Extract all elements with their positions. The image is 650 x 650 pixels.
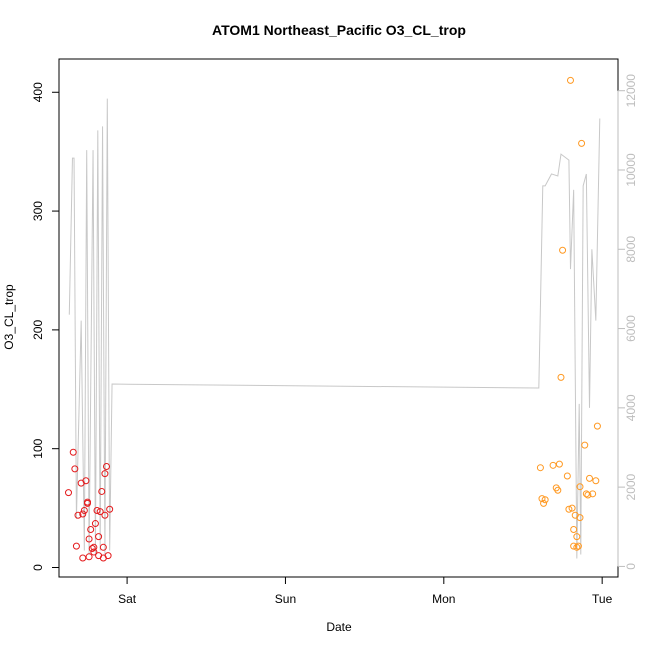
y-tick-label: 100	[31, 438, 45, 458]
data-point	[98, 487, 106, 495]
y-tick-label: 400	[31, 82, 45, 102]
y2-tick-label: 0	[624, 563, 638, 570]
data-point	[589, 490, 597, 498]
data-point	[578, 139, 586, 147]
data-point	[570, 542, 578, 550]
x-axis: Sat Sun Mon Tue	[118, 576, 613, 606]
data-point	[573, 533, 581, 541]
y-tick-label: 300	[31, 201, 45, 221]
data-point	[576, 483, 584, 491]
data-point	[541, 496, 549, 504]
secondary-series-line	[68, 98, 601, 559]
data-point	[573, 543, 581, 551]
data-point	[91, 520, 99, 528]
data-point	[71, 465, 79, 473]
data-point	[65, 489, 72, 497]
data-point	[549, 461, 557, 469]
data-point	[69, 448, 77, 456]
data-point	[82, 477, 90, 485]
data-point	[593, 422, 601, 430]
data-point	[586, 474, 593, 482]
data-point	[95, 533, 103, 541]
data-point	[576, 514, 584, 522]
data-point	[74, 511, 82, 519]
data-point	[101, 470, 109, 478]
data-point	[88, 544, 96, 552]
plot-frame	[58, 58, 619, 578]
chart-title: ATOM1 Northeast_Pacific O3_CL_trop	[212, 22, 466, 38]
y-tick-label: 0	[31, 564, 45, 571]
data-point	[570, 525, 578, 533]
data-point	[84, 498, 91, 506]
data-point	[93, 506, 101, 514]
y2-tick-label: 8000	[624, 236, 638, 263]
data-point	[584, 491, 592, 499]
x-tick-label: Mon	[432, 592, 455, 606]
secondary-line	[68, 98, 601, 559]
data-point	[581, 441, 589, 449]
data-point	[90, 548, 98, 556]
y-axis-label: O3_CL_trop	[2, 284, 16, 350]
data-point	[85, 535, 93, 543]
data-point	[72, 542, 80, 550]
data-point	[103, 463, 111, 471]
data-point	[568, 504, 576, 512]
data-point	[563, 472, 571, 480]
x-tick-label: Sat	[118, 592, 137, 606]
data-point	[96, 508, 104, 516]
x-tick-label: Tue	[592, 592, 613, 606]
data-point	[80, 506, 88, 514]
data-point	[557, 373, 565, 381]
data-points	[65, 76, 601, 562]
data-point	[90, 543, 98, 551]
data-point	[538, 495, 546, 503]
data-point	[104, 552, 112, 560]
data-point	[555, 460, 563, 468]
data-point	[554, 486, 562, 494]
y-tick-label: 200	[31, 320, 45, 340]
data-point	[536, 464, 544, 472]
data-point	[106, 505, 114, 513]
data-point	[101, 511, 109, 519]
plot-area	[58, 58, 619, 578]
y2-tick-label: 12000	[624, 74, 638, 108]
x-tick-label: Sun	[275, 592, 296, 606]
y2-tick-label: 4000	[624, 394, 638, 421]
data-point	[79, 554, 87, 562]
data-point	[566, 76, 574, 84]
y2-tick-label: 2000	[624, 473, 638, 500]
x-axis-label: Date	[326, 620, 352, 634]
y2-tick-label: 6000	[624, 315, 638, 342]
data-point	[85, 553, 93, 561]
y2-tick-label: 10000	[624, 153, 638, 187]
data-point	[79, 510, 87, 518]
data-point	[87, 525, 95, 533]
data-point	[559, 246, 567, 254]
data-point	[574, 542, 582, 550]
data-point	[592, 477, 600, 485]
data-point	[99, 543, 107, 551]
data-point	[565, 505, 573, 513]
data-point	[540, 499, 548, 507]
right-y-axis: 0 2000 4000 6000 8000 10000 12000	[617, 74, 638, 570]
left-y-axis: 0 100 200 300 400	[31, 82, 60, 571]
